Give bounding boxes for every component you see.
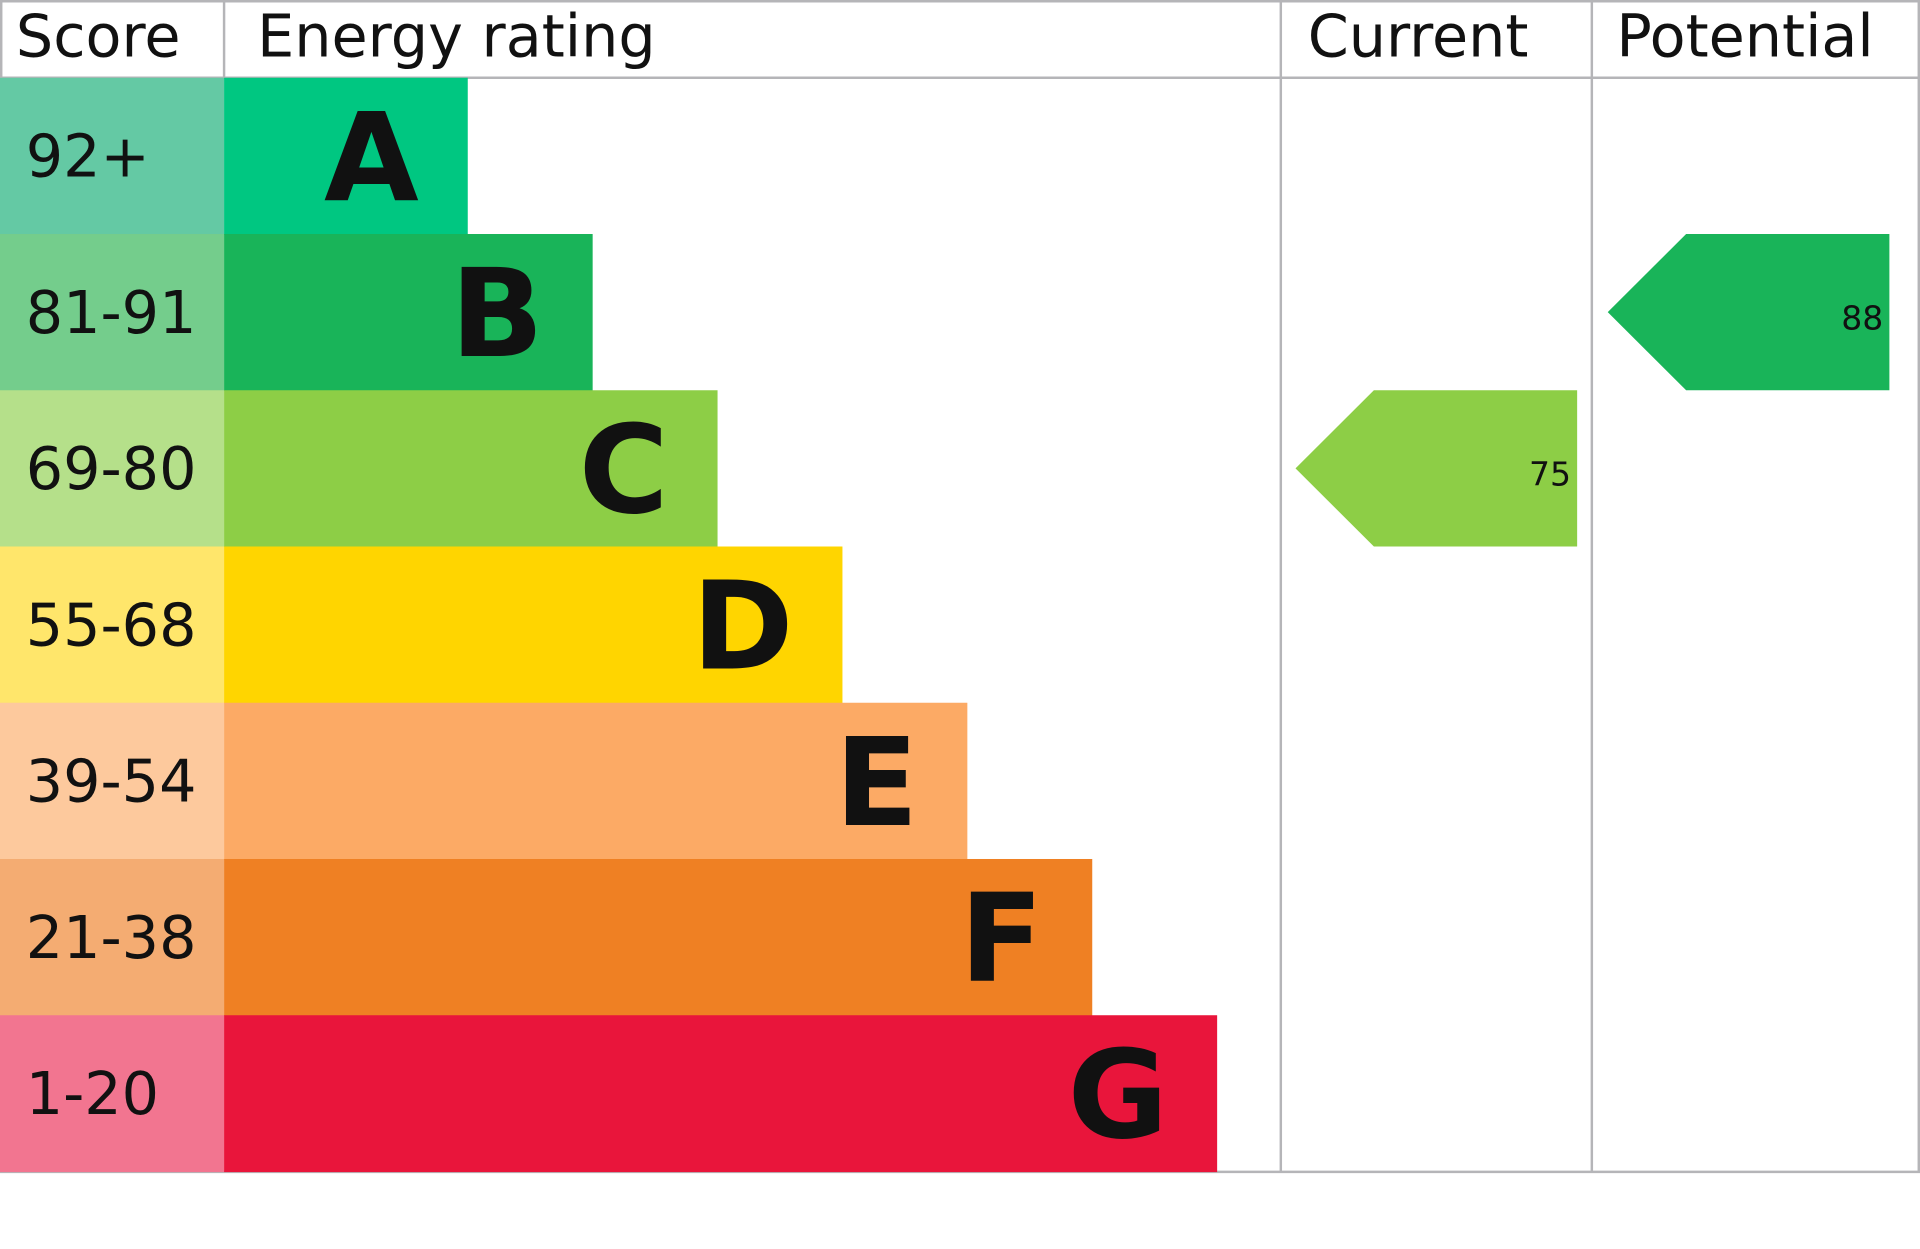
score-range-d: 55-68	[26, 590, 197, 659]
rating-bar-g	[224, 1015, 1218, 1173]
band-b: 81-91 B	[0, 234, 593, 391]
score-range-c: 69-80	[26, 434, 197, 503]
rating-letter-d: D	[692, 555, 794, 698]
markers: 75 88	[1295, 234, 1890, 547]
rating-letter-c: C	[579, 398, 669, 541]
score-cell-f	[0, 858, 225, 1016]
header-energy-rating: Energy rating	[257, 1, 656, 70]
score-range-g: 1-20	[26, 1059, 159, 1128]
header-score: Score	[16, 1, 181, 70]
current-value: 75	[1529, 455, 1571, 494]
rating-bar-f	[224, 858, 1093, 1016]
potential-arrow	[1607, 234, 1890, 391]
score-cell-b	[0, 234, 225, 391]
rating-letter-f: F	[960, 867, 1044, 1010]
score-range-b: 81-91	[26, 278, 197, 347]
rating-bar-c	[224, 390, 718, 548]
band-e: 39-54 E	[0, 702, 968, 860]
score-range-f: 21-38	[26, 903, 197, 972]
score-range-a: 92+	[26, 122, 150, 191]
rating-letter-g: G	[1068, 1023, 1169, 1166]
score-cell-e	[0, 702, 225, 860]
rating-letter-e: E	[835, 711, 919, 854]
band-g: 1-20 G	[0, 1015, 1218, 1173]
bands: 92+ A 81-91 B 69-80 C 55-68 D 39-54 E 21-38 F 1-20 G	[0, 77, 1218, 1173]
score-range-e: 39-54	[26, 747, 197, 816]
rating-bar-e	[224, 702, 968, 860]
band-c: 69-80 C	[0, 390, 718, 548]
band-d: 55-68 D	[0, 546, 843, 704]
potential-rating-marker: 88	[1607, 234, 1890, 391]
rating-bar-d	[224, 546, 843, 704]
rating-letter-b: B	[450, 242, 543, 385]
potential-value: 88	[1841, 298, 1883, 337]
band-a: 92+ A	[0, 77, 468, 235]
current-rating-marker: 75	[1295, 390, 1578, 547]
score-cell-d	[0, 546, 225, 704]
header-potential: Potential	[1616, 1, 1873, 70]
rating-bar-b	[224, 234, 593, 391]
score-cell-g	[0, 1015, 225, 1173]
rating-bar-a	[224, 77, 468, 235]
score-cell-c	[0, 390, 225, 548]
band-f: 21-38 F	[0, 858, 1093, 1016]
current-arrow	[1295, 390, 1578, 547]
rating-letter-a: A	[324, 86, 419, 229]
score-cell-a	[0, 77, 225, 235]
header-current: Current	[1308, 1, 1529, 70]
